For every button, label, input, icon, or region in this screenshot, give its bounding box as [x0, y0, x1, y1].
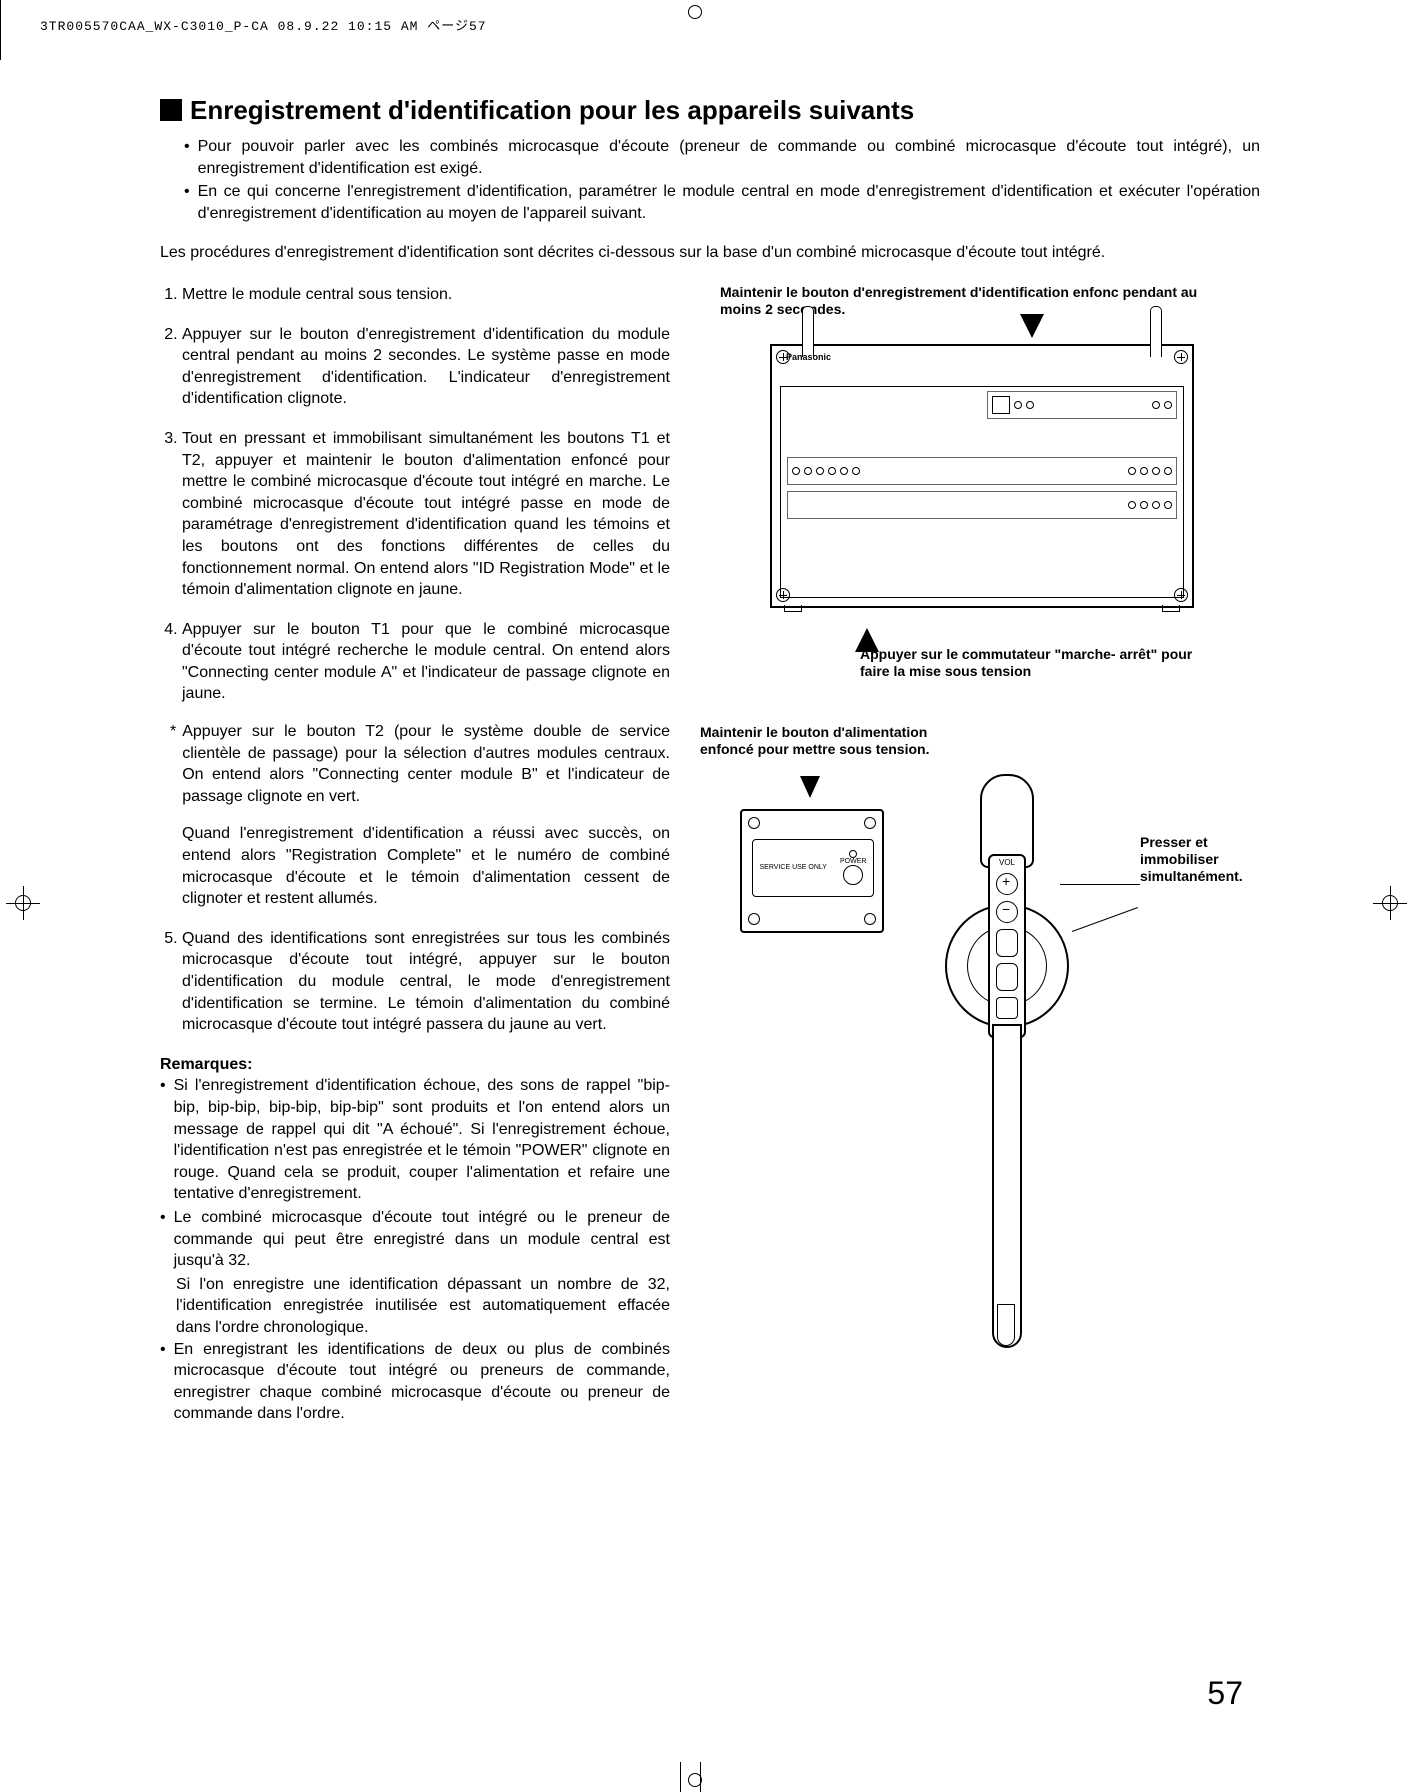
screw-icon — [864, 817, 876, 829]
screw-icon — [1174, 350, 1188, 364]
diagram2-caption-right: Presser et immobiliser simultanément. — [1140, 834, 1260, 884]
print-header: 3TR005570CAA_WX-C3010_P-CA 08.9.22 10:15… — [40, 15, 487, 34]
leader-line — [1072, 907, 1138, 932]
arrow-down-icon — [800, 776, 820, 798]
module-diagram: Maintenir le bouton d'enregistrement d'i… — [720, 284, 1240, 674]
vol-down-button-icon — [996, 901, 1018, 923]
screw-icon — [748, 913, 760, 925]
base-unit: SERVICE USE ONLY POWER — [740, 809, 884, 933]
antenna-icon — [802, 306, 814, 357]
step-4-text: Appuyer sur le bouton T1 pour que le com… — [182, 621, 670, 703]
headset-body: VOL — [940, 774, 1070, 1394]
step-3: Tout en pressant et immobilisant simulta… — [182, 428, 670, 601]
headset-diagram: Maintenir le bouton d'alimentation enfon… — [700, 724, 1260, 1424]
intro-bullet-1: Pour pouvoir parler avec les combinés mi… — [198, 136, 1260, 179]
vol-up-button-icon — [996, 873, 1018, 895]
brand-label: Panasonic — [786, 352, 831, 362]
mic-tip-icon — [997, 1304, 1015, 1346]
panel-row — [787, 457, 1177, 485]
crop-mark — [1382, 895, 1398, 911]
title-text: Enregistrement d'identification pour les… — [190, 95, 914, 125]
remarks-heading: Remarques: — [160, 1054, 670, 1076]
diagram1-bottom-caption: Appuyer sur le commutateur "marche- arrê… — [860, 646, 1200, 680]
p-button-icon — [996, 997, 1018, 1019]
crop-mark — [688, 5, 702, 19]
step-4-sub: Quand l'enregistrement d'identification … — [182, 823, 670, 909]
control-column: VOL — [988, 854, 1026, 1038]
intro-bullet-2: En ce qui concerne l'enregistrement d'id… — [198, 181, 1260, 224]
module-box: Panasonic — [770, 344, 1194, 608]
remark-1: Si l'enregistrement d'identification éch… — [174, 1075, 670, 1205]
diagram2-caption: Maintenir le bouton d'alimentation enfon… — [700, 724, 960, 758]
intro-bullets: Pour pouvoir parler avec les combinés mi… — [184, 136, 1260, 224]
remark-2-cont: Si l'on enregistre une identification dé… — [176, 1274, 670, 1339]
crop-mark — [688, 1773, 702, 1787]
leader-line — [1060, 884, 1140, 885]
remark-3: En enregistrant les identifications de d… — [174, 1339, 670, 1425]
t1-button-icon — [996, 929, 1018, 957]
crop-mark — [680, 1762, 681, 1792]
t2-button-icon — [996, 963, 1018, 991]
screw-icon — [748, 817, 760, 829]
foot-icon — [784, 605, 802, 612]
steps-list: Mettre le module central sous tension. A… — [160, 284, 670, 1036]
arrow-down-icon — [1020, 314, 1044, 338]
vol-label: VOL — [990, 858, 1024, 867]
antenna-icon — [1150, 306, 1162, 357]
boom-arm — [992, 1024, 1022, 1348]
screw-icon — [864, 913, 876, 925]
diagram1-top-caption: Maintenir le bouton d'enregistrement d'i… — [720, 284, 1240, 318]
step-4-note: Appuyer sur le bouton T2 (pour le systèm… — [182, 721, 670, 807]
title-square-icon — [160, 99, 182, 121]
service-label: SERVICE USE ONLY — [760, 864, 827, 871]
power-button-icon — [843, 865, 863, 885]
step-4: Appuyer sur le bouton T1 pour que le com… — [182, 619, 670, 910]
page-number: 57 — [1207, 1675, 1243, 1712]
remark-2: Le combiné microcasque d'écoute tout int… — [174, 1207, 670, 1272]
remarks-list: Si l'enregistrement d'identification éch… — [160, 1075, 670, 1425]
panel-row — [987, 391, 1177, 419]
module-inner — [780, 386, 1184, 598]
step-1: Mettre le module central sous tension. — [182, 284, 670, 306]
intro-paragraph: Les procédures d'enregistrement d'identi… — [160, 242, 1260, 264]
crop-mark — [0, 30, 1, 60]
crop-mark — [0, 0, 1, 30]
step-2: Appuyer sur le bouton d'enregistrement d… — [182, 324, 670, 410]
crop-mark — [15, 895, 31, 911]
page-title: Enregistrement d'identification pour les… — [160, 95, 1260, 126]
power-label: POWER — [840, 858, 866, 865]
base-panel: SERVICE USE ONLY POWER — [752, 839, 874, 897]
panel-row — [787, 491, 1177, 519]
step-5: Quand des identifications sont enregistr… — [182, 928, 670, 1036]
foot-icon — [1162, 605, 1180, 612]
